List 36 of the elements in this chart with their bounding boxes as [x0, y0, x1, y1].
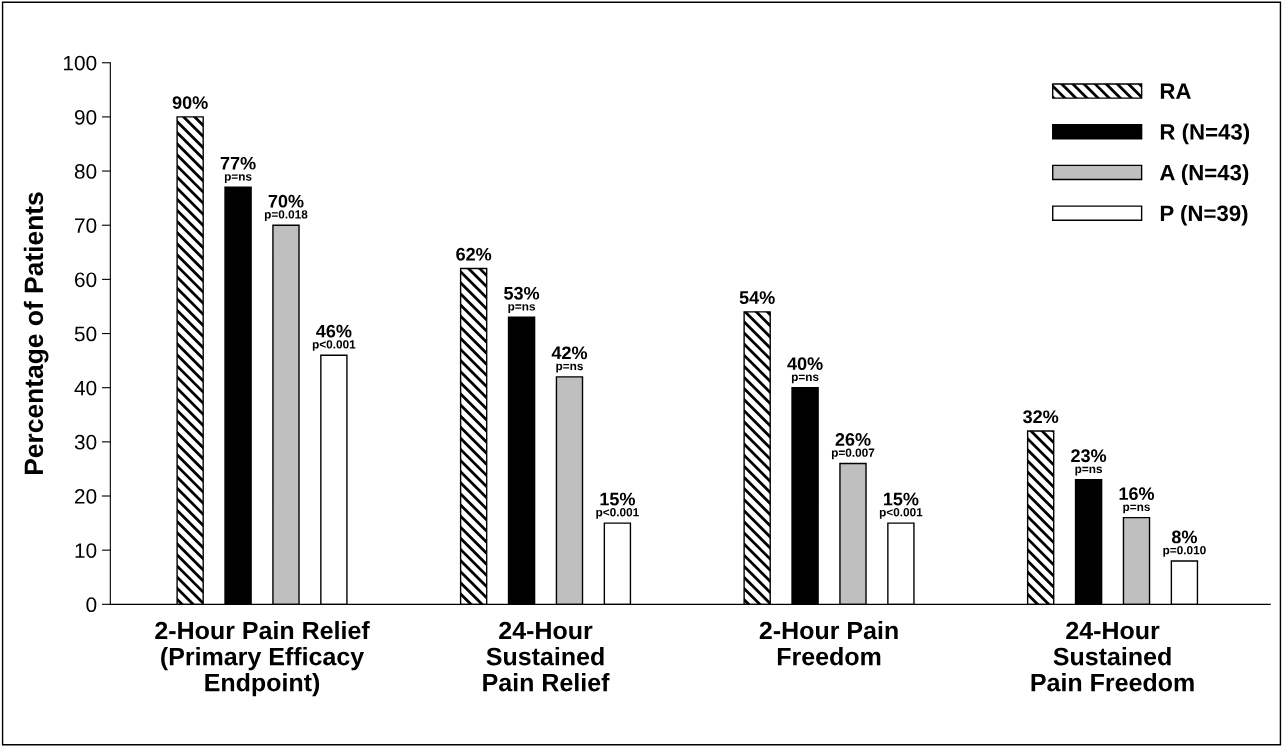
data-label: 62% [456, 247, 492, 261]
data-label: 15% p<0.001 [596, 492, 639, 519]
y-tick-label: 100 [63, 55, 97, 71]
y-tick-label: 0 [86, 597, 97, 613]
data-label: 26% p=0.007 [831, 433, 875, 460]
y-tick-label: 20 [75, 489, 97, 504]
legend-label: A (N=43) [1159, 164, 1249, 185]
x-tick-label: 24-Hour Sustained Pain Freedom [1031, 621, 1194, 692]
data-label: 32% [1023, 410, 1059, 424]
y-tick-label: 80 [74, 164, 97, 179]
x-tick-label: 24-Hour Sustained Pain Relief [483, 621, 610, 692]
y-tick-label: 50 [74, 326, 97, 342]
y-tick-label: 70 [75, 218, 97, 233]
data-label: 8% p=0.010 [1163, 530, 1206, 557]
y-tick-label: 30 [74, 434, 97, 450]
x-tick-label: 2-Hour Pain Freedom [759, 620, 898, 666]
data-label: 53% p=ns [504, 286, 540, 313]
data-label: 46% p<0.001 [312, 324, 356, 351]
data-label: 54% [739, 291, 775, 304]
data-label: 40% p=ns [787, 357, 823, 384]
data-label: 70% p=0.018 [264, 194, 308, 221]
data-label: 90% [172, 96, 208, 109]
legend-label: RA [1160, 83, 1191, 99]
data-label: 23% p=ns [1071, 449, 1107, 476]
x-tick-label: 2-Hour Pain Relief (Primary Efficacy Endpoint) [155, 620, 370, 697]
data-label: 15% p<0.001 [879, 492, 923, 519]
y-axis-title: Percentage of Patients [23, 192, 49, 475]
data-label: 77% p=ns [220, 156, 256, 183]
legend-label: P (N=39) [1160, 204, 1248, 226]
legend-label: R (N=43) [1160, 123, 1250, 145]
y-tick-label: 60 [75, 272, 97, 288]
y-tick-label: 90 [74, 109, 97, 125]
y-tick-label: 40 [74, 380, 97, 396]
data-label: 16% p=ns [1119, 487, 1155, 514]
data-label: 42% p=ns [551, 346, 588, 373]
y-tick-label: 10 [75, 543, 97, 558]
